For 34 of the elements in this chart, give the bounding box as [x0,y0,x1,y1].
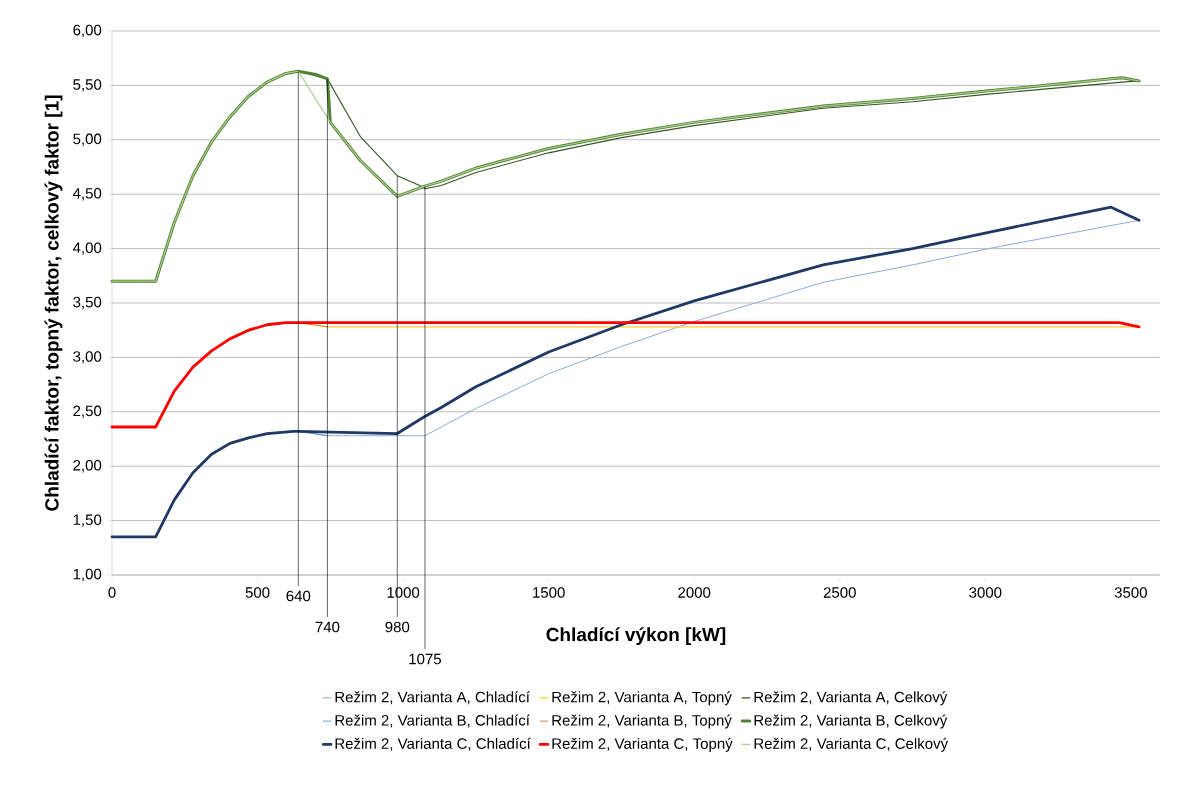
x-tick-label: 3000 [969,587,1002,598]
ref-line-label: 980 [385,621,410,633]
x-tick-label: 1000 [387,587,420,598]
x-tick-label: 0 [108,587,116,598]
y-tick-label: 3,50 [73,296,102,310]
x-tick-label: 2500 [823,587,856,598]
y-axis-title: Chladící faktor, topný faktor, celkový faktor [1] [44,95,63,511]
legend-label: Režim 2, Varianta C, Chladící [335,737,531,751]
x-tick-label: 2000 [678,587,711,598]
legend-label: Režim 2, Varianta A, Celkový [754,691,948,706]
legend-label: Režim 2, Varianta B, Chladící [335,714,530,728]
y-tick-label: 4,50 [72,187,102,201]
legend-label: Režim 2, Varianta C, Topný [552,737,733,752]
y-tick-label: 2,50 [73,405,102,418]
ref-line-label: 740 [315,621,340,633]
y-tick-label: 1,00 [73,568,102,582]
x-axis-title: Chladící výkon [kW] [546,627,726,646]
ref-line-label: 1075 [409,653,441,665]
x-tick-label: 500 [245,587,270,598]
legend-label: Režim 2, Varianta C, Celkový [754,737,949,752]
legend-label: Režim 2, Varianta A, Topný [552,691,732,706]
y-tick-label: 3,00 [73,351,102,364]
ref-line-label: 640 [286,590,311,602]
legend-label: Režim 2, Varianta A, Chladící [335,691,530,705]
y-tick-label: 6,00 [73,24,102,38]
x-tick-label: 1500 [533,587,565,598]
y-tick-label: 5,00 [73,133,102,146]
y-tick-label: 1,50 [73,514,102,527]
y-tick-label: 5,50 [73,79,102,92]
legend-label: Režim 2, Varianta B, Celkový [754,714,948,729]
x-tick-label: 3500 [1114,587,1147,598]
y-tick-label: 4,00 [72,242,102,255]
legend-label: Režim 2, Varianta B, Topný [552,714,732,729]
y-tick-label: 2,00 [73,459,102,473]
